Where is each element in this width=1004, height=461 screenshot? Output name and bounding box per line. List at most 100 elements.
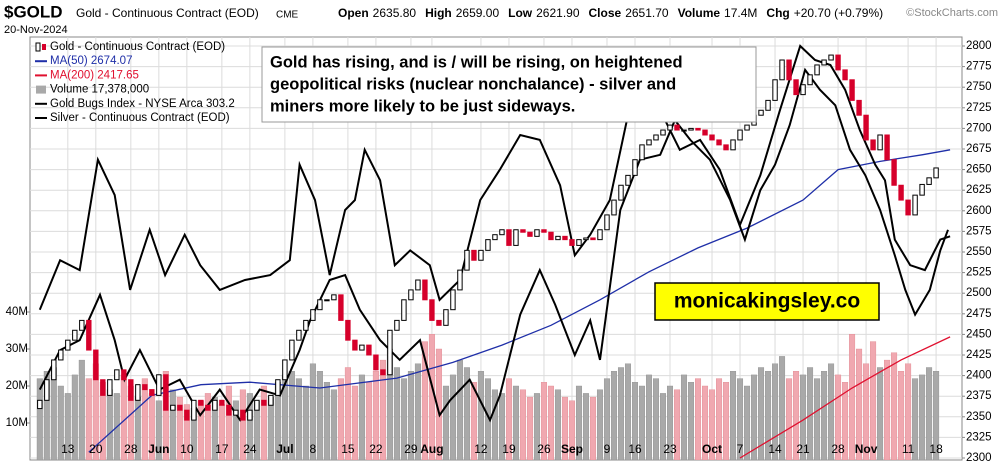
candle-body [408, 289, 414, 301]
x-tick-label: Oct [702, 442, 722, 456]
y-tick-label: 2375 [966, 390, 992, 402]
volume-bar [463, 367, 470, 460]
y2-tick-label: 40M [6, 306, 28, 318]
candle-body [765, 99, 771, 111]
x-tick-label: 29 [404, 442, 418, 456]
candle-body [450, 289, 456, 311]
candle-body [317, 299, 323, 311]
candle-body [310, 309, 316, 321]
volume-bar [800, 374, 807, 460]
candle-body [44, 379, 50, 401]
candle-body [821, 59, 827, 66]
candle-body [695, 127, 701, 131]
candle-body [394, 319, 400, 331]
volume-bar [681, 374, 688, 460]
volume-bar [638, 385, 645, 460]
volume-bar [176, 396, 183, 460]
volume-bar [737, 378, 744, 460]
candle-body [793, 79, 799, 96]
volume-bar [400, 378, 407, 460]
candle-body [674, 124, 680, 131]
volume-bar [898, 371, 905, 460]
quote-value: 2621.90 [536, 6, 580, 20]
quote: Open 2635.80 High 2659.00 Low 2621.90 Close 265… [338, 6, 883, 20]
candle-body [737, 129, 743, 141]
candle-body [289, 339, 295, 361]
candle-body [849, 79, 855, 101]
volume-bar [554, 389, 561, 460]
candle-body [562, 235, 568, 241]
candle-body [933, 167, 939, 179]
candle-body [814, 64, 820, 76]
candle-body [436, 319, 442, 326]
volume-bar [71, 374, 78, 460]
volume-bar [912, 378, 919, 460]
volume-bar [842, 382, 849, 460]
x-tick-label: 14 [768, 442, 782, 456]
x-tick-label: Jul [276, 442, 293, 456]
volume-bar [926, 367, 933, 460]
candle-body [527, 231, 533, 237]
volume-bar [316, 371, 323, 460]
quote-value: 2659.00 [456, 6, 500, 20]
volume-bar [295, 378, 302, 460]
volume-bar [863, 363, 870, 460]
volume-bar [688, 382, 695, 460]
candle-body [128, 379, 134, 401]
volume-bar [674, 389, 681, 460]
x-tick-label: 18 [929, 442, 943, 456]
x-tick-label: 23 [663, 442, 677, 456]
candle-body [359, 344, 365, 351]
volume-bar [302, 385, 309, 460]
volume-bar [589, 396, 596, 460]
volume-bar [330, 389, 337, 460]
volume-bar [744, 385, 751, 460]
candle-body [156, 374, 162, 396]
candle-body [366, 344, 372, 356]
candle-body [401, 299, 407, 321]
volume-bar [821, 371, 828, 460]
y-tick-label: 2450 [966, 328, 992, 340]
volume-bar [43, 371, 50, 460]
quote-value: 2651.70 [625, 6, 669, 20]
candle-body [324, 299, 330, 302]
x-tick-label: 13 [61, 442, 75, 456]
volume-bar [624, 363, 631, 460]
volume-bar [85, 378, 92, 460]
volume-bar [36, 378, 43, 460]
x-tick-label: Aug [420, 442, 443, 456]
legend-label: Silver - Continuous Contract (EOD) [50, 112, 230, 124]
candle-body [296, 329, 302, 341]
candle-body [730, 139, 736, 151]
candle-body [93, 349, 99, 381]
candle-body [709, 134, 715, 141]
volume-bar [877, 367, 884, 460]
candle-body [625, 174, 631, 186]
quote-label: Open [338, 6, 369, 20]
candle-body [86, 319, 92, 351]
annotation-line: miners more likely to be just sideways. [270, 97, 575, 115]
line [88, 149, 951, 453]
volume-bar [183, 404, 190, 460]
source: ©StockCharts.com [906, 7, 998, 19]
line [38, 67, 949, 423]
volume-bar [547, 385, 554, 460]
volume-bar [631, 382, 638, 460]
candle-body [443, 309, 449, 326]
candle-body [135, 384, 141, 401]
x-tick-label: 21 [796, 442, 810, 456]
watermark-box [654, 282, 880, 321]
candle-body [268, 394, 274, 406]
candle-body [478, 249, 484, 261]
volume-bar [449, 374, 456, 460]
volume-bar [758, 367, 765, 460]
candle-body [569, 239, 575, 246]
candle-body [681, 129, 687, 132]
candle-body [422, 279, 428, 301]
candle-body [345, 319, 351, 341]
candle-body [100, 379, 106, 396]
y-tick-label: 2425 [966, 349, 992, 361]
volume-bar [533, 393, 540, 460]
candle-body [779, 59, 785, 81]
legend-swatch [36, 85, 46, 94]
